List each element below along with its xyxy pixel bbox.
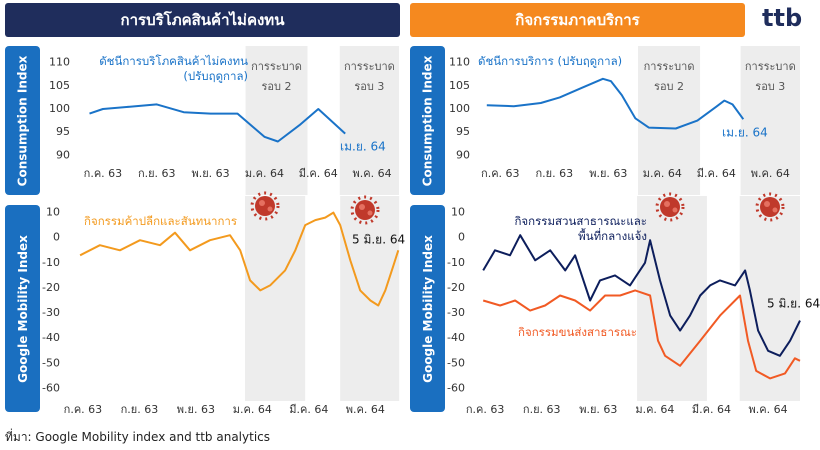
y-tick-label: 110 bbox=[49, 56, 70, 69]
x-tick-label: พ.ย. 63 bbox=[589, 167, 627, 180]
x-tick-label: พ.ค. 64 bbox=[751, 167, 790, 180]
y-tick-label: -60 bbox=[447, 381, 465, 394]
x-tick-label: มี.ค. 64 bbox=[692, 403, 731, 416]
y-tick-label: 90 bbox=[456, 148, 470, 161]
x-tick-label: มี.ค. 64 bbox=[697, 167, 736, 180]
y-tick-label: 0 bbox=[458, 231, 465, 244]
y-tick-label: -20 bbox=[447, 281, 465, 294]
x-tick-label: ม.ค. 64 bbox=[245, 167, 284, 180]
side-label: Google Mobility Index bbox=[5, 205, 40, 412]
shaded-period bbox=[637, 196, 707, 401]
x-tick-label: ก.ย. 63 bbox=[523, 403, 561, 416]
y-tick-label: -40 bbox=[42, 331, 60, 344]
series-label: กิจกรรมขนส่งสาธารณะ bbox=[518, 325, 637, 339]
y-tick-label: 10 bbox=[451, 206, 465, 219]
x-tick-label: ก.ค. 63 bbox=[481, 167, 520, 180]
x-tick-label: ม.ค. 64 bbox=[233, 403, 272, 416]
y-tick-label: 100 bbox=[449, 102, 470, 115]
shade-label: การระบาด รอบ 3 bbox=[343, 60, 395, 93]
x-tick-label: ก.ค. 63 bbox=[64, 403, 103, 416]
y-tick-label: 90 bbox=[56, 148, 70, 161]
virus-icons bbox=[250, 191, 785, 225]
side-label: Google Mobility Index bbox=[410, 205, 445, 412]
y-tick-label: -60 bbox=[42, 381, 60, 394]
x-tick-label: ก.ค. 63 bbox=[466, 403, 505, 416]
y-tick-label: 0 bbox=[53, 231, 60, 244]
series-line bbox=[79, 211, 400, 307]
shaded-period bbox=[638, 46, 701, 195]
series-line bbox=[482, 234, 801, 357]
side-label: Consumption Index bbox=[410, 46, 445, 195]
x-tick-label: ม.ค. 64 bbox=[635, 403, 674, 416]
x-tick-label: มี.ค. 64 bbox=[289, 403, 328, 416]
x-tick-label: ก.ย. 63 bbox=[121, 403, 159, 416]
series-label: ดัชนีการบริการ (ปรับฤดูกาล) bbox=[478, 54, 623, 68]
y-tick-label: -20 bbox=[42, 281, 60, 294]
shade-label: การระบาด รอบ 3 bbox=[744, 60, 796, 93]
y-tick-label: -10 bbox=[447, 256, 465, 269]
right-header: กิจกรรมภาคบริการ bbox=[410, 3, 745, 37]
logo: ttb bbox=[762, 4, 803, 32]
annotation: 5 มิ.ย. 64 bbox=[767, 297, 820, 311]
side-label-text: Google Mobility Index bbox=[15, 234, 30, 383]
y-tick-label: 105 bbox=[49, 79, 70, 92]
side-label: Consumption Index bbox=[5, 46, 40, 195]
shaded-period bbox=[740, 46, 800, 195]
y-tick-label: 100 bbox=[49, 102, 70, 115]
x-tick-label: พ.ค. 64 bbox=[748, 403, 787, 416]
x-tick-label: มี.ค. 64 bbox=[299, 167, 338, 180]
y-tick-label: 95 bbox=[456, 125, 470, 138]
series-line bbox=[486, 77, 745, 130]
side-label-text: Consumption Index bbox=[15, 55, 30, 186]
x-tick-label: พ.ค. 64 bbox=[353, 167, 392, 180]
shaded-period bbox=[245, 46, 308, 195]
y-tick-label: 105 bbox=[449, 79, 470, 92]
shaded-period bbox=[339, 46, 399, 195]
y-tick-label: -10 bbox=[42, 256, 60, 269]
annotation: 5 มิ.ย. 64 bbox=[352, 233, 405, 247]
x-tick-label: พ.ย. 63 bbox=[191, 167, 229, 180]
side-label-text: Google Mobility Index bbox=[420, 234, 435, 383]
series-line bbox=[89, 103, 346, 143]
shade-label: การระบาด รอบ 2 bbox=[251, 60, 302, 93]
y-tick-label: 10 bbox=[46, 206, 60, 219]
x-tick-label: ก.ย. 63 bbox=[138, 167, 176, 180]
y-tick-label: 110 bbox=[449, 56, 470, 69]
side-label-text: Consumption Index bbox=[420, 55, 435, 186]
x-tick-label: พ.ย. 63 bbox=[579, 403, 617, 416]
series-label: ดัชนีการบริโภคสินค้าไม่คงทน (ปรับฤดูกาล) bbox=[99, 54, 248, 83]
x-tick-label: พ.ย. 63 bbox=[177, 403, 215, 416]
y-tick-label: -50 bbox=[447, 356, 465, 369]
x-tick-label: ม.ค. 64 bbox=[643, 167, 682, 180]
annotation: เม.ย. 64 bbox=[340, 140, 386, 154]
series-label: กิจกรรมค้าปลีกและสันทนาการ bbox=[84, 214, 238, 228]
annotation: เม.ย. 64 bbox=[722, 126, 768, 140]
series-label: กิจกรรมสวนสาธารณะและพื้นที่กลางแจ้ง bbox=[514, 214, 647, 243]
y-tick-label: -30 bbox=[447, 306, 465, 319]
x-tick-label: ก.ย. 63 bbox=[536, 167, 574, 180]
x-tick-label: ก.ค. 63 bbox=[84, 167, 123, 180]
y-tick-label: 95 bbox=[56, 125, 70, 138]
y-tick-label: -30 bbox=[42, 306, 60, 319]
shaded-period bbox=[245, 196, 306, 401]
series-line bbox=[482, 289, 801, 380]
left-header: การบริโภคสินค้าไม่คงทน bbox=[5, 3, 400, 37]
source-note: ที่มา: Google Mobility index and ttb ana… bbox=[5, 430, 270, 444]
shade-label: การระบาด รอบ 2 bbox=[643, 60, 695, 93]
y-tick-label: -50 bbox=[42, 356, 60, 369]
y-tick-label: -40 bbox=[447, 331, 465, 344]
x-tick-label: พ.ค. 64 bbox=[346, 403, 385, 416]
